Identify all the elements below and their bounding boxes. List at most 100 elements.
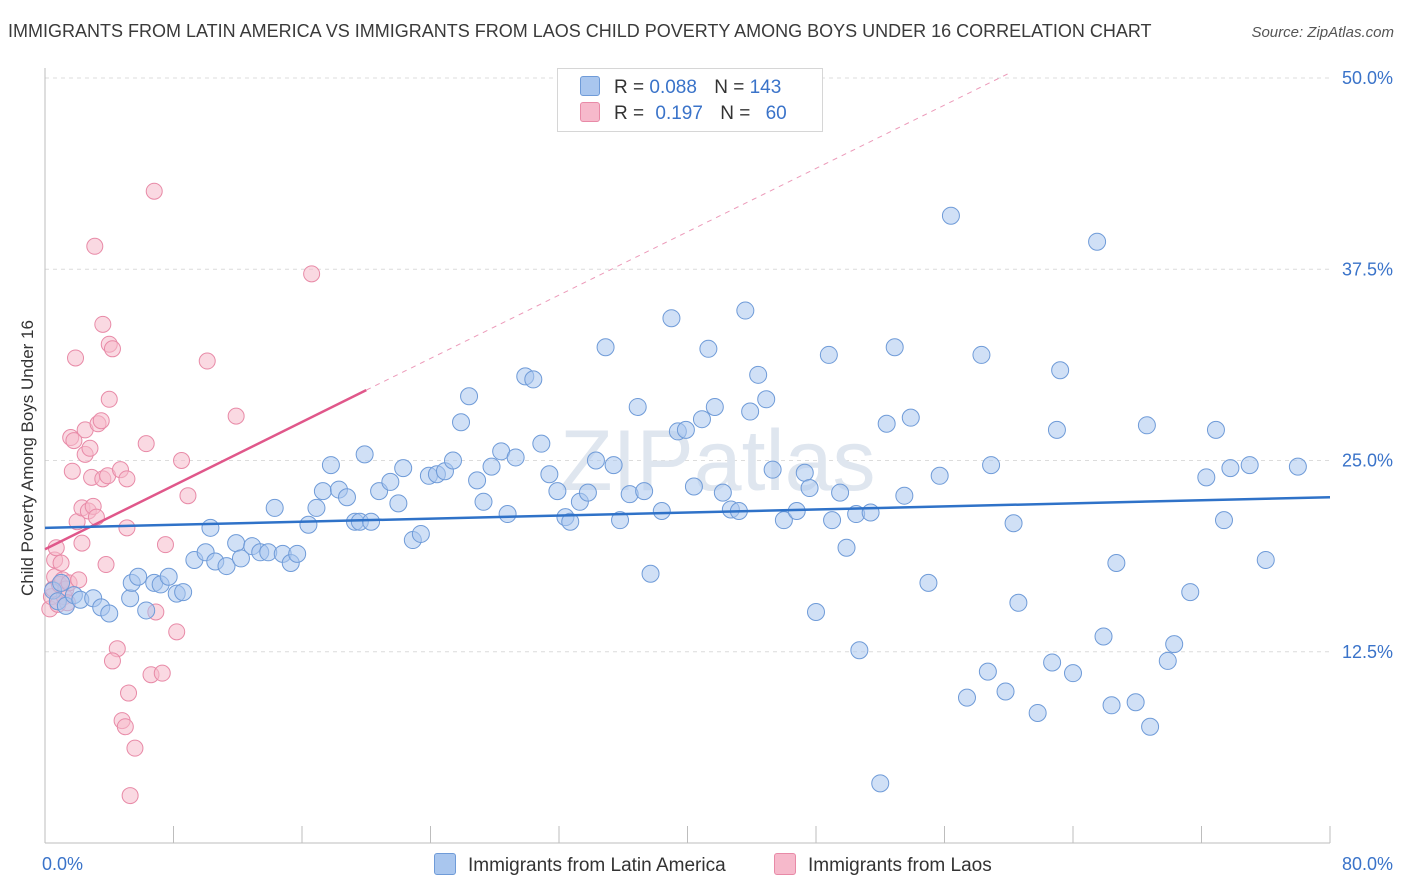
- latin-america-point: [741, 402, 760, 421]
- latin-america-point: [699, 339, 718, 358]
- latin-america-point: [823, 511, 842, 530]
- latin-america-point: [749, 365, 768, 384]
- latin-america-point: [1288, 457, 1307, 476]
- latin-america-point: [159, 567, 178, 586]
- latin-america-point: [1206, 420, 1225, 439]
- laos-point: [63, 462, 81, 480]
- latin-america-trend-line: [44, 495, 1331, 530]
- latin-america-point: [662, 309, 681, 328]
- laos-point: [179, 487, 197, 505]
- latin-america-point: [561, 512, 580, 531]
- latin-america-point: [611, 511, 630, 530]
- latin-america-point: [919, 573, 938, 592]
- y-axis-title: Child Poverty Among Boys Under 16: [18, 320, 37, 596]
- legend-row-latin-america: R = 0.088 N = 143: [580, 76, 781, 102]
- latin-america-point: [452, 413, 471, 432]
- latin-america-point: [299, 515, 318, 534]
- laos-point: [70, 571, 88, 589]
- latin-america-point: [1004, 514, 1023, 533]
- latin-america-point: [1064, 664, 1082, 683]
- latin-america-point: [482, 457, 501, 476]
- laos-point: [118, 470, 136, 488]
- latin-america-point: [1028, 703, 1047, 722]
- latin-america-point: [362, 512, 381, 531]
- axes: [44, 68, 1331, 844]
- latin-america-point: [684, 477, 703, 496]
- latin-america-point: [901, 408, 920, 427]
- latin-america-point: [641, 564, 660, 583]
- latin-america-point: [524, 370, 543, 389]
- latin-america-point: [652, 501, 671, 520]
- latin-america-point: [1141, 717, 1160, 736]
- laos-point: [121, 787, 139, 805]
- latin-america-point: [474, 492, 493, 511]
- latin-america-point: [137, 601, 156, 620]
- laos-point: [118, 519, 136, 537]
- latin-america-point: [877, 414, 896, 433]
- laos-point: [86, 237, 104, 255]
- latin-america-point: [982, 456, 1001, 475]
- latin-america-point: [411, 524, 430, 543]
- bottom-legend-latin-america: Immigrants from Latin America: [434, 853, 726, 877]
- latin-america-point: [121, 589, 140, 608]
- latin-america-point: [635, 482, 654, 501]
- laos-series-points: [41, 182, 321, 805]
- latin-america-point: [468, 471, 487, 490]
- latin-america-point: [941, 206, 960, 225]
- correlation-legend: R = 0.088 N = 143 R = 0.197 N = 60: [557, 68, 823, 132]
- latin-america-point: [807, 602, 825, 621]
- laos-point: [168, 623, 186, 641]
- latin-america-point: [460, 387, 479, 406]
- bottom-legend-laos: Immigrants from Laos: [774, 853, 992, 877]
- latin-america-point: [1107, 554, 1126, 573]
- laos-point: [153, 664, 171, 682]
- tick-labels: 12.5% 25.0% 37.5% 50.0% 0.0% 80.0%: [42, 68, 1393, 874]
- latin-america-point: [861, 503, 880, 522]
- latin-america-point: [736, 301, 755, 320]
- latin-america-point: [871, 774, 890, 793]
- latin-america-point: [1051, 361, 1070, 380]
- latin-america-point: [548, 482, 567, 501]
- latin-america-point: [1043, 653, 1062, 672]
- latin-america-point: [1047, 420, 1066, 439]
- latin-america-point: [763, 460, 782, 479]
- laos-point: [173, 452, 191, 469]
- y-tick-label: 12.5%: [1342, 642, 1393, 662]
- legend-n-value: 143: [749, 77, 782, 98]
- laos-point: [103, 340, 121, 358]
- laos-point: [103, 652, 121, 670]
- latin-america-point: [355, 445, 374, 464]
- latin-america-point: [540, 465, 559, 484]
- y-tick-label: 50.0%: [1342, 68, 1393, 88]
- laos-point: [97, 556, 115, 574]
- latin-america-point: [895, 486, 914, 505]
- legend-r-value: 0.197: [655, 103, 703, 124]
- latin-america-point: [972, 345, 991, 364]
- bottom-legend-swatch-pink: [774, 853, 796, 875]
- laos-point: [116, 718, 134, 736]
- legend-swatch-pink: [580, 102, 600, 122]
- laos-point: [156, 536, 174, 554]
- latin-america-point: [1256, 550, 1275, 569]
- latin-america-point: [389, 494, 408, 513]
- legend-n-label: N =: [720, 103, 751, 124]
- latin-america-point: [578, 483, 597, 502]
- latin-america-point: [957, 688, 976, 707]
- latin-america-point: [713, 483, 732, 502]
- y-tick-label: 37.5%: [1342, 259, 1393, 279]
- latin-america-point: [831, 483, 850, 502]
- legend-swatch-blue: [580, 76, 600, 96]
- y-tick-label: 25.0%: [1342, 451, 1393, 471]
- latin-america-point: [1137, 416, 1156, 435]
- latin-america-point: [850, 641, 869, 660]
- latin-america-point: [996, 682, 1015, 701]
- latin-america-point: [1165, 635, 1184, 654]
- latin-america-point: [819, 345, 838, 364]
- laos-point: [126, 739, 144, 757]
- x-tick-label: 80.0%: [1342, 854, 1393, 874]
- chart-title: IMMIGRANTS FROM LATIN AMERICA VS IMMIGRA…: [8, 21, 1152, 41]
- latin-america-point: [837, 538, 856, 557]
- latin-america-point: [774, 511, 793, 530]
- laos-point: [145, 182, 163, 200]
